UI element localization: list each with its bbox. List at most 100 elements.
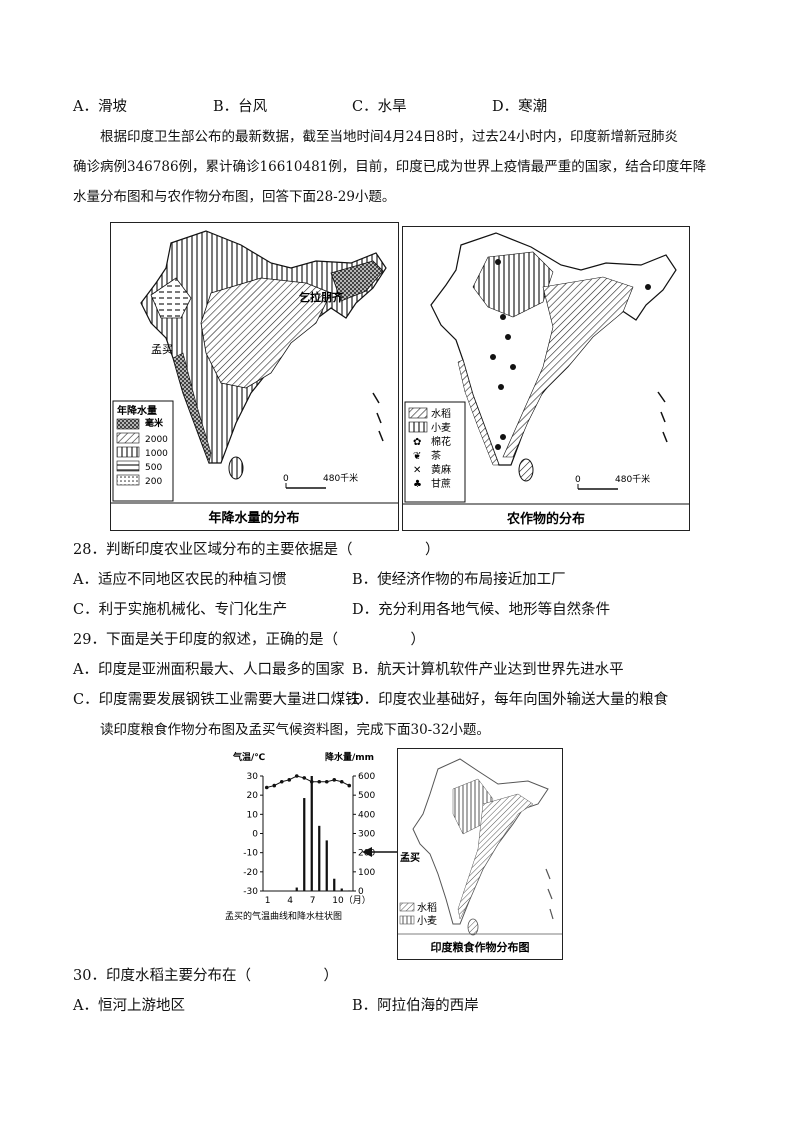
legend-tea: 茶: [431, 449, 441, 462]
q28-option-a[interactable]: A．适应不同地区农民的种植习惯: [73, 572, 287, 588]
precip-bar: [310, 776, 313, 891]
q30-option-b[interactable]: B．阿拉伯海的西岸: [352, 998, 479, 1014]
legend-cotton: 棉花: [431, 435, 451, 448]
precip-tick: 300: [358, 830, 375, 840]
crop-symbols: [490, 259, 651, 450]
legend-unit: 毫米: [145, 417, 164, 429]
q29-option-d[interactable]: D．印度农业基础好，每年向国外输送大量的粮食: [352, 692, 669, 708]
legend-1000: 1000: [145, 449, 168, 459]
intro-30-32: 读印度粮食作物分布图及孟买气候资料图，完成下面30-32小题。: [100, 722, 490, 738]
rainfall-map-figure: 孟买 乞拉朋齐 年降水量 毫米 2000 1000 500 200 0 480千…: [110, 222, 399, 531]
temp-point: [279, 779, 284, 784]
intro-line-1: 根据印度卫生部公布的最新数据，截至当地时间4月24日8时，过去24小时内，印度新…: [100, 129, 679, 145]
q27-option-d[interactable]: D．寒潮: [492, 99, 548, 115]
q29-option-c[interactable]: C．印度需要发展钢铁工业需要大量进口煤铁: [73, 692, 360, 708]
precip-bar: [340, 888, 343, 891]
q30-stem: 30．印度水稻主要分布在（ ）: [73, 968, 338, 984]
temp-tick: 20: [247, 791, 259, 801]
legend-title: 年降水量: [117, 404, 157, 417]
temp-tick: -20: [243, 868, 258, 878]
grain-map-figure: 孟买 水稻 小麦 印度粮食作物分布图: [397, 748, 563, 960]
temp-axis-label: 气温/℃: [232, 751, 265, 763]
precip-bar: [303, 798, 306, 891]
intro-line-3: 水量分布图和与农作物分布图，回答下面28-29小题。: [73, 189, 396, 205]
q28-option-b[interactable]: B．使经济作物的布局接近加工厂: [352, 572, 566, 588]
temp-point: [339, 779, 344, 784]
legend-200: 200: [145, 477, 162, 487]
climate-chart: 气温/℃降水量/mm3020100-10-20-3060050040030020…: [225, 751, 375, 922]
rice-zone: [502, 276, 634, 458]
q27-option-c[interactable]: C．水旱: [352, 99, 407, 115]
label-cherrapunji: 乞拉朋齐: [299, 290, 344, 304]
legend-rice: 水稻: [431, 408, 451, 420]
q28-stem: 28．判断印度农业区域分布的主要依据是（ ）: [73, 542, 440, 558]
temp-point: [264, 785, 269, 790]
cotton-icon: ✿: [413, 437, 421, 448]
temp-point: [347, 783, 352, 788]
temp-point: [294, 774, 299, 778]
rainfall-zone-2000: [330, 260, 384, 302]
q27-option-a[interactable]: A．滑坡: [73, 99, 127, 115]
rainfall-zone-200: [150, 277, 192, 319]
q29-stem: 29．下面是关于印度的叙述，正确的是（ ）: [73, 632, 425, 648]
temp-tick: 10: [247, 810, 259, 820]
grain-legend-rice: 水稻: [417, 902, 437, 914]
precip-bar: [325, 840, 328, 891]
west-coast-strip: [172, 352, 212, 465]
scale-zero-right: 0: [575, 475, 581, 485]
intro-line-2: 确诊病例346786例，累计确诊16610481例，目前，印度已成为世界上疫情最…: [73, 159, 707, 175]
month-tick: 1: [265, 896, 271, 906]
precip-tick: 100: [358, 868, 375, 878]
crop-map: 水稻 小麦 ✿ 棉花 ❦ 茶 ✕ 黄麻 ♣ 甘蔗 0 480千米 农作物的分布: [403, 232, 689, 527]
precip-tick: 600: [358, 772, 375, 782]
rainfall-map: 孟买 乞拉朋齐 年降水量 毫米 2000 1000 500 200 0 480千…: [111, 230, 398, 526]
q27-option-b[interactable]: B．台风: [213, 99, 268, 115]
q29-option-a[interactable]: A．印度是亚洲面积最大、人口最多的国家: [73, 662, 345, 678]
month-tick: 10（月）: [332, 895, 370, 906]
precip-tick: 400: [358, 810, 375, 820]
temp-point: [272, 783, 277, 788]
temp-tick: -10: [243, 849, 258, 859]
precip-bar: [318, 825, 321, 891]
scale-km-right: 480千米: [615, 473, 650, 485]
temp-point: [317, 779, 322, 784]
scale-km-left: 480千米: [323, 472, 358, 484]
scale-zero-left: 0: [283, 474, 289, 484]
legend-wheat: 小麦: [431, 422, 451, 434]
precip-tick: 500: [358, 791, 375, 801]
grain-label-mumbai: 孟买: [400, 852, 420, 864]
wheat-zone: [472, 251, 554, 318]
climate-chart-caption: 孟买的气温曲线和降水柱状图: [225, 910, 342, 922]
grain-map-caption: 印度粮食作物分布图: [431, 940, 530, 954]
temp-point: [324, 779, 329, 784]
temp-tick: 0: [252, 830, 258, 840]
jute-icon: ✕: [413, 465, 421, 476]
legend-sugarcane: 甘蔗: [431, 477, 451, 490]
rainfall-zone-1000: [200, 277, 332, 389]
q29-option-b[interactable]: B．航天计算机软件产业达到世界先进水平: [352, 662, 624, 678]
temp-point: [287, 778, 292, 782]
q28-option-c[interactable]: C．利于实施机械化、专门化生产: [73, 602, 288, 618]
sugarcane-icon: ♣: [413, 479, 422, 490]
precip-tick: 0: [358, 887, 364, 897]
tea-icon: ❦: [413, 451, 421, 462]
crop-map-caption: 农作物的分布: [506, 511, 585, 527]
legend-500: 500: [145, 463, 162, 473]
q28-option-d[interactable]: D．充分利用各地气候、地形等自然条件: [352, 602, 611, 618]
temp-point: [302, 776, 307, 780]
temp-point: [332, 778, 337, 782]
precip-bar: [295, 887, 298, 891]
precip-axis-label: 降水量/mm: [325, 751, 374, 763]
legend-jute: 黄麻: [431, 463, 451, 476]
crop-map-figure: 水稻 小麦 ✿ 棉花 ❦ 茶 ✕ 黄麻 ♣ 甘蔗 0 480千米 农作物的分布: [402, 226, 690, 531]
temp-line: [266, 775, 350, 788]
month-tick: 7: [310, 896, 316, 906]
temp-tick: -30: [243, 887, 258, 897]
rainfall-map-caption: 年降水量的分布: [208, 510, 299, 526]
q30-option-a[interactable]: A．恒河上游地区: [73, 998, 185, 1014]
month-tick: 4: [287, 896, 293, 906]
temp-tick: 30: [247, 772, 259, 782]
legend-2000: 2000: [145, 435, 168, 445]
grain-legend-wheat: 小麦: [417, 915, 437, 927]
precip-bar: [348, 890, 351, 891]
